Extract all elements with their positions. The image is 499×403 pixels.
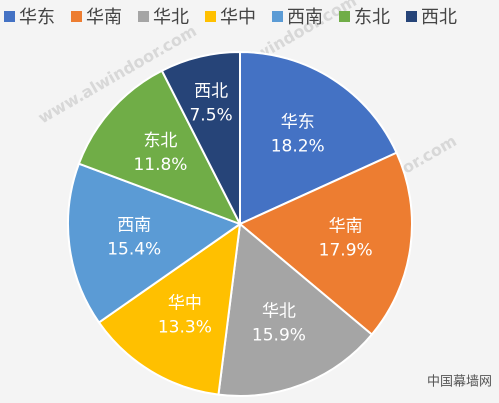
legend-swatch [272, 11, 283, 22]
slice-category: 华南 [329, 216, 363, 236]
data-label: 11.8% [133, 155, 187, 175]
pie-slice [67, 162, 243, 324]
pie-slice [217, 222, 374, 397]
data-label: 13.3% [158, 317, 212, 337]
legend-label: 华中 [220, 7, 256, 28]
legend-swatch [339, 11, 350, 22]
legend-label: 华东 [19, 7, 55, 28]
legend-label: 华南 [86, 7, 122, 28]
legend-swatch [205, 11, 216, 22]
pie-slice [77, 69, 243, 226]
legend-swatch [4, 11, 15, 22]
slice-category: 华北 [262, 301, 296, 321]
legend-label: 华北 [153, 7, 189, 28]
data-label: 17.9% [319, 240, 373, 260]
legend-label: 西南 [287, 7, 323, 28]
data-label: 15.9% [252, 325, 306, 345]
slice-category: 华东 [281, 112, 315, 132]
pie-slice [238, 151, 413, 336]
pie-slice [239, 50, 398, 226]
slice-category: 华中 [168, 293, 202, 313]
legend-label: 东北 [354, 7, 390, 28]
legend-label: 西北 [421, 7, 457, 28]
data-label: 7.5% [189, 106, 232, 126]
legend-swatch [138, 11, 149, 22]
pie-slice [97, 221, 242, 396]
source: 中国幕墙网 [427, 375, 492, 390]
slice-category: 东北 [143, 131, 177, 151]
legend-swatch [406, 11, 417, 22]
legend-swatch [71, 11, 82, 22]
data-label: 15.4% [107, 239, 161, 259]
data-label: 18.2% [271, 136, 325, 156]
slice-category: 西南 [117, 215, 151, 235]
slice-category: 西北 [194, 82, 228, 102]
pie-slice [160, 50, 241, 225]
